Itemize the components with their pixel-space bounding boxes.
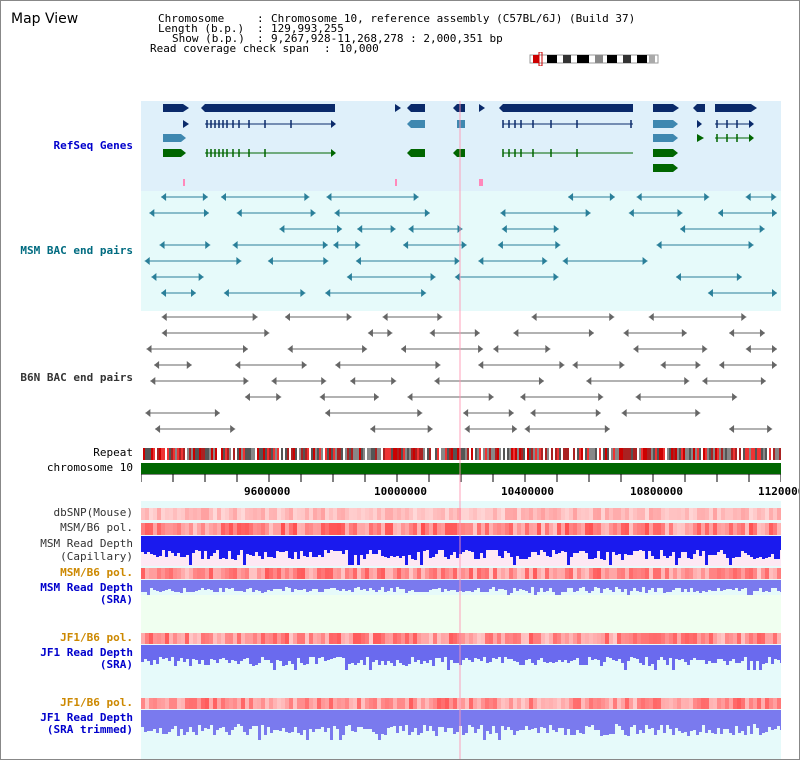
- header-show-value: 9,267,928-11,268,278 : 2,000,351 bp: [271, 32, 503, 45]
- track-label-msm-depth-sra-sub: (SRA): [99, 593, 133, 606]
- gene-markers: [183, 179, 483, 186]
- msm-read-depth-sra-track[interactable]: [141, 580, 781, 596]
- track-label-jf1-depth-trimmed: JF1 Read Depth: [40, 711, 133, 724]
- msm-sra-bg: [141, 595, 781, 633]
- header-length-key: Length (b.p.): [158, 22, 245, 35]
- header-chromosome-sep: :: [257, 12, 264, 25]
- axis-tick-label: 9600000: [244, 485, 291, 498]
- msm-b6-pol-track[interactable]: [141, 523, 781, 535]
- page-title: Map View: [11, 11, 79, 27]
- track-label-msm-b6-pol: MSM/B6 pol.: [60, 521, 133, 534]
- position-cursor-line: [459, 101, 461, 759]
- axis-tick-label: 10000000: [374, 485, 427, 498]
- gene-row-4: [163, 149, 678, 157]
- msm-b6-pol-track-2[interactable]: [141, 568, 781, 579]
- track-label-msm-b6-pol-2: MSM/B6 pol.: [60, 566, 133, 579]
- position-axis: [141, 474, 781, 482]
- track-label-jf1-depth-sra: JF1 Read Depth: [40, 646, 133, 659]
- track-label-jf1-depth-sra-sub: (SRA): [99, 658, 133, 671]
- track-label-dbsnp: dbSNP(Mouse): [53, 506, 133, 519]
- jf1-b6-pol-track-2[interactable]: [141, 698, 781, 709]
- header-coverage-key: Read coverage check span: [150, 42, 309, 55]
- track-label-msm-depth-cap-sub: (Capillary): [60, 550, 133, 563]
- header-length-value: 129,993,255: [271, 22, 344, 35]
- gene-row-2: [183, 120, 754, 128]
- axis-tick-label: 10800000: [630, 485, 683, 498]
- jf1-read-depth-trimmed-track[interactable]: [141, 710, 781, 742]
- header-show-sep: :: [257, 32, 264, 45]
- track-label-repeat: Repeat: [93, 446, 133, 459]
- header-show-key: Show (b.p.): [172, 32, 245, 45]
- refseq-genes-track[interactable]: [141, 101, 781, 191]
- jf1-read-depth-sra-track[interactable]: [141, 645, 781, 671]
- header-chromosome-value: Chromosome 10, reference assembly (C57BL…: [271, 12, 636, 25]
- track-label-msm-bac: MSM BAC end pairs: [20, 244, 133, 257]
- dbsnp-track[interactable]: [141, 508, 781, 520]
- repeat-track[interactable]: [141, 448, 781, 460]
- chromosome-ideogram[interactable]: [529, 52, 661, 66]
- track-label-chromosome: chromosome 10: [46, 461, 133, 474]
- track-label-jf1-depth-trimmed-sub: (SRA trimmed): [46, 723, 133, 736]
- header-length-sep: :: [257, 22, 264, 35]
- track-label-b6n-bac: B6N BAC end pairs: [20, 371, 133, 384]
- header-coverage-value: 10,000: [339, 42, 379, 55]
- msm-bac-track-bg: [141, 191, 781, 311]
- chromosome-bar[interactable]: [141, 463, 781, 474]
- jf1-b6-pol-track[interactable]: [141, 633, 781, 644]
- gene-row-3: [163, 134, 754, 142]
- gene-row-5: [653, 164, 678, 172]
- track-label-msm-depth-sra: MSM Read Depth: [40, 581, 133, 594]
- axis-tick-label: 11200000: [758, 485, 799, 498]
- msm-read-depth-capillary-track[interactable]: [141, 536, 781, 566]
- axis-tick-label: 10400000: [501, 485, 554, 498]
- header-chromosome-key: Chromosome: [158, 12, 225, 25]
- b6n-bac-end-pairs-track[interactable]: [141, 311, 781, 446]
- track-label-jf1-b6-pol-2: JF1/B6 pol.: [60, 696, 133, 709]
- header-coverage-sep: :: [324, 42, 331, 55]
- gene-row-1: [163, 104, 757, 112]
- track-label-refseq: RefSeq Genes: [53, 139, 133, 152]
- refseq-track-bg: [141, 101, 781, 191]
- track-label-jf1-b6-pol: JF1/B6 pol.: [60, 631, 133, 644]
- msm-bac-end-pairs-track[interactable]: [141, 191, 781, 311]
- track-label-msm-depth-cap: MSM Read Depth: [40, 537, 133, 550]
